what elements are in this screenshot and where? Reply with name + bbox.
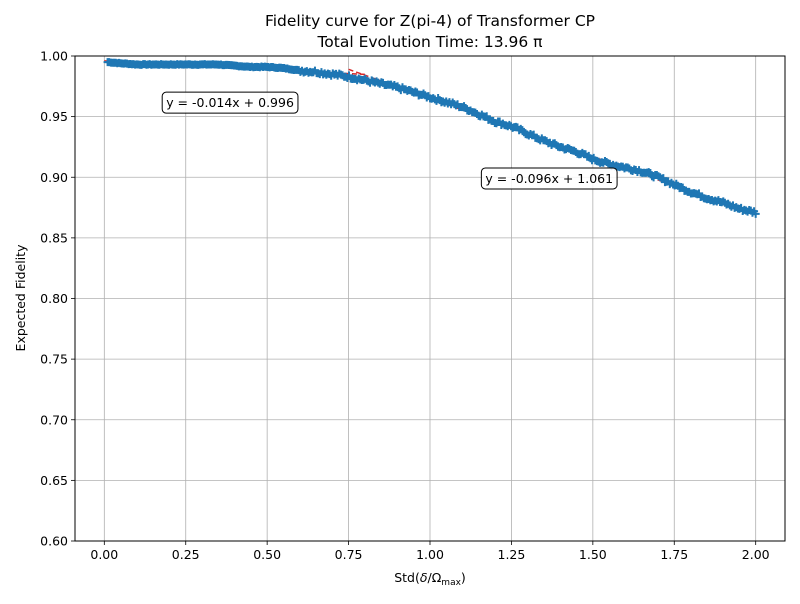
fit-annotation: y = -0.096x + 1.061	[480, 167, 618, 190]
y-tick-label: 1.00	[40, 49, 68, 64]
fit-annotation: y = -0.014x + 0.996	[161, 91, 299, 114]
data-point-marker	[751, 209, 760, 218]
y-tick-label: 0.65	[40, 473, 68, 488]
x-axis-label: Std(δ/Ωmax)	[394, 570, 466, 588]
chart-title-line1: Fidelity curve for Z(pi-4) of Transforme…	[265, 12, 595, 30]
x-tick-label: 0.00	[90, 547, 118, 562]
y-tick-label: 0.90	[40, 170, 68, 185]
x-axis-ticks: 0.00 0.25 0.50 0.75 1.00 1.25 1.50 1.75 2.00	[90, 541, 770, 562]
y-tick-label: 0.70	[40, 412, 68, 427]
fit-annotation-box	[480, 167, 618, 190]
y-axis-label: Expected Fidelity	[13, 244, 28, 352]
y-tick-label: 0.85	[40, 230, 68, 245]
x-tick-label: 1.00	[416, 547, 444, 562]
fit-annotations: y = -0.014x + 0.996 y = -0.096x + 1.061	[161, 91, 618, 190]
y-tick-label: 0.80	[40, 291, 68, 306]
fit-annotation-label: y = -0.096x + 1.061	[485, 171, 613, 186]
fit-annotation-box	[161, 91, 299, 114]
x-tick-label: 0.50	[253, 547, 281, 562]
x-tick-label: 1.50	[579, 547, 607, 562]
y-tick-label: 0.95	[40, 109, 68, 124]
fit-annotation-label: y = -0.014x + 0.996	[166, 95, 294, 110]
x-tick-label: 1.25	[498, 547, 526, 562]
y-tick-label: 0.60	[40, 534, 68, 549]
data-points	[103, 58, 760, 218]
x-tick-label: 0.75	[335, 547, 363, 562]
x-tick-label: 2.00	[742, 547, 770, 562]
y-axis-ticks: 0.60 0.65 0.70 0.75 0.80 0.85 0.90 0.95 1.00	[40, 49, 75, 549]
x-tick-label: 1.75	[660, 547, 688, 562]
x-tick-label: 0.25	[172, 547, 200, 562]
chart-title-line2: Total Evolution Time: 13.96 π	[316, 33, 542, 51]
y-tick-label: 0.75	[40, 352, 68, 367]
